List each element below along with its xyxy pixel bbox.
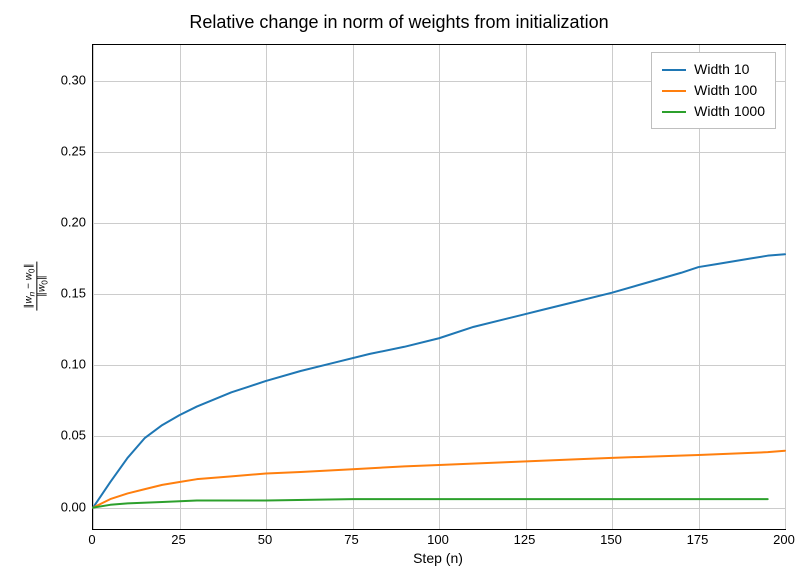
x-tick-label: 75 — [344, 532, 358, 547]
legend-label: Width 100 — [694, 80, 757, 101]
x-axis-label: Step (n) — [413, 550, 463, 566]
x-tick-label: 0 — [88, 532, 95, 547]
x-tick-label: 150 — [600, 532, 622, 547]
legend: Width 10Width 100Width 1000 — [651, 52, 776, 129]
y-tick-label: 0.05 — [61, 428, 86, 443]
y-tick-label: 0.25 — [61, 143, 86, 158]
chart-title: Relative change in norm of weights from … — [0, 12, 798, 33]
legend-item: Width 100 — [662, 80, 765, 101]
x-tick-label: 200 — [773, 532, 795, 547]
y-tick-label: 0.10 — [61, 357, 86, 372]
x-tick-label: 100 — [427, 532, 449, 547]
y-tick-label: 0.00 — [61, 499, 86, 514]
legend-label: Width 1000 — [694, 101, 765, 122]
series-line-0 — [93, 254, 785, 507]
y-tick-label: 0.30 — [61, 72, 86, 87]
x-tick-label: 125 — [514, 532, 536, 547]
legend-label: Width 10 — [694, 59, 749, 80]
legend-swatch — [662, 111, 686, 113]
x-tick-label: 50 — [258, 532, 272, 547]
legend-item: Width 10 — [662, 59, 765, 80]
y-axis-label: ∥wn − w0∥∥w0∥ — [24, 261, 48, 310]
legend-swatch — [662, 90, 686, 92]
y-tick-label: 0.15 — [61, 286, 86, 301]
y-tick-label: 0.20 — [61, 214, 86, 229]
chart-container: Relative change in norm of weights from … — [0, 0, 798, 577]
grid-line-vertical — [785, 45, 786, 529]
series-line-2 — [93, 499, 768, 508]
legend-swatch — [662, 69, 686, 71]
legend-item: Width 1000 — [662, 101, 765, 122]
x-tick-label: 175 — [687, 532, 709, 547]
x-tick-label: 25 — [171, 532, 185, 547]
